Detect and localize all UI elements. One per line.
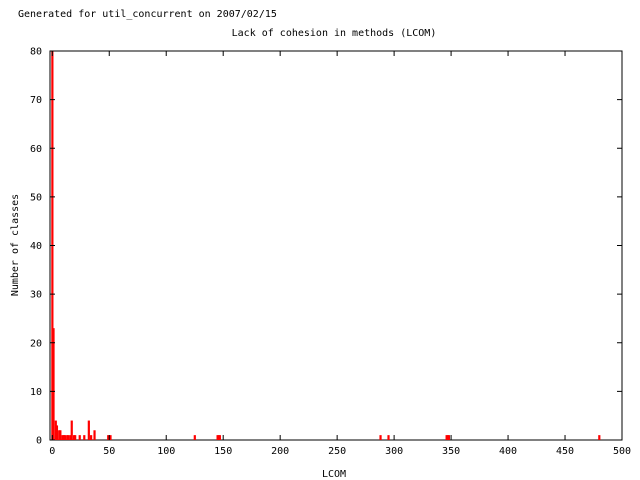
bar bbox=[72, 435, 76, 440]
bar bbox=[109, 435, 112, 440]
x-tick-label: 500 bbox=[613, 446, 631, 457]
bar bbox=[107, 435, 110, 440]
x-tick-label: 100 bbox=[157, 446, 175, 457]
chart-title: Lack of cohesion in methods (LCOM) bbox=[232, 28, 437, 39]
bar bbox=[93, 430, 96, 440]
bar bbox=[379, 435, 382, 440]
bar bbox=[445, 435, 448, 440]
x-tick-label: 400 bbox=[499, 446, 517, 457]
x-tick-label: 450 bbox=[556, 446, 574, 457]
x-tick-label: 350 bbox=[442, 446, 460, 457]
bar bbox=[67, 435, 70, 440]
bar bbox=[69, 435, 72, 440]
bar bbox=[217, 435, 220, 440]
x-tick-label: 200 bbox=[271, 446, 289, 457]
bar bbox=[58, 430, 61, 440]
plot-area bbox=[49, 50, 623, 441]
bar bbox=[90, 435, 93, 440]
bar bbox=[61, 435, 64, 440]
x-tick-label: 0 bbox=[49, 446, 55, 457]
y-tick-label: 60 bbox=[30, 144, 42, 155]
bar bbox=[66, 435, 69, 440]
bar bbox=[216, 435, 219, 440]
bar bbox=[55, 425, 59, 440]
bar bbox=[70, 420, 73, 440]
y-axis: 0 10 20 30 40 50 60 70 80 bbox=[30, 47, 622, 447]
bar bbox=[598, 435, 601, 440]
bar bbox=[52, 328, 55, 440]
bar bbox=[54, 420, 57, 440]
bar bbox=[83, 435, 86, 440]
bar bbox=[63, 435, 67, 440]
x-tick-label: 250 bbox=[328, 446, 346, 457]
y-tick-label: 30 bbox=[30, 290, 42, 301]
bar bbox=[218, 435, 221, 440]
x-axis: 0 50 100 150 200 250 300 350 400 450 500 bbox=[49, 51, 631, 457]
bar bbox=[62, 435, 65, 440]
x-tick-label: 150 bbox=[214, 446, 232, 457]
x-tick-label: 300 bbox=[385, 446, 403, 457]
bar bbox=[446, 435, 449, 440]
y-axis-label: Number of classes bbox=[10, 194, 21, 296]
y-tick-label: 10 bbox=[30, 387, 42, 398]
y-tick-label: 40 bbox=[30, 241, 42, 252]
bar bbox=[59, 430, 62, 440]
bar bbox=[78, 435, 81, 440]
x-axis-label: LCOM bbox=[322, 469, 346, 480]
y-tick-label: 20 bbox=[30, 338, 42, 349]
bar-series bbox=[51, 51, 601, 440]
y-tick-label: 70 bbox=[30, 95, 42, 106]
chart-header: Generated for util_concurrent on 2007/02… bbox=[18, 9, 277, 20]
x-tick-label: 50 bbox=[103, 446, 115, 457]
bar bbox=[74, 435, 77, 440]
bar bbox=[387, 435, 390, 440]
y-tick-label: 0 bbox=[36, 436, 42, 447]
bar bbox=[87, 420, 90, 440]
y-tick-label: 50 bbox=[30, 192, 42, 203]
y-tick-label: 80 bbox=[30, 47, 42, 58]
bar bbox=[193, 435, 196, 440]
bar bbox=[447, 435, 451, 440]
